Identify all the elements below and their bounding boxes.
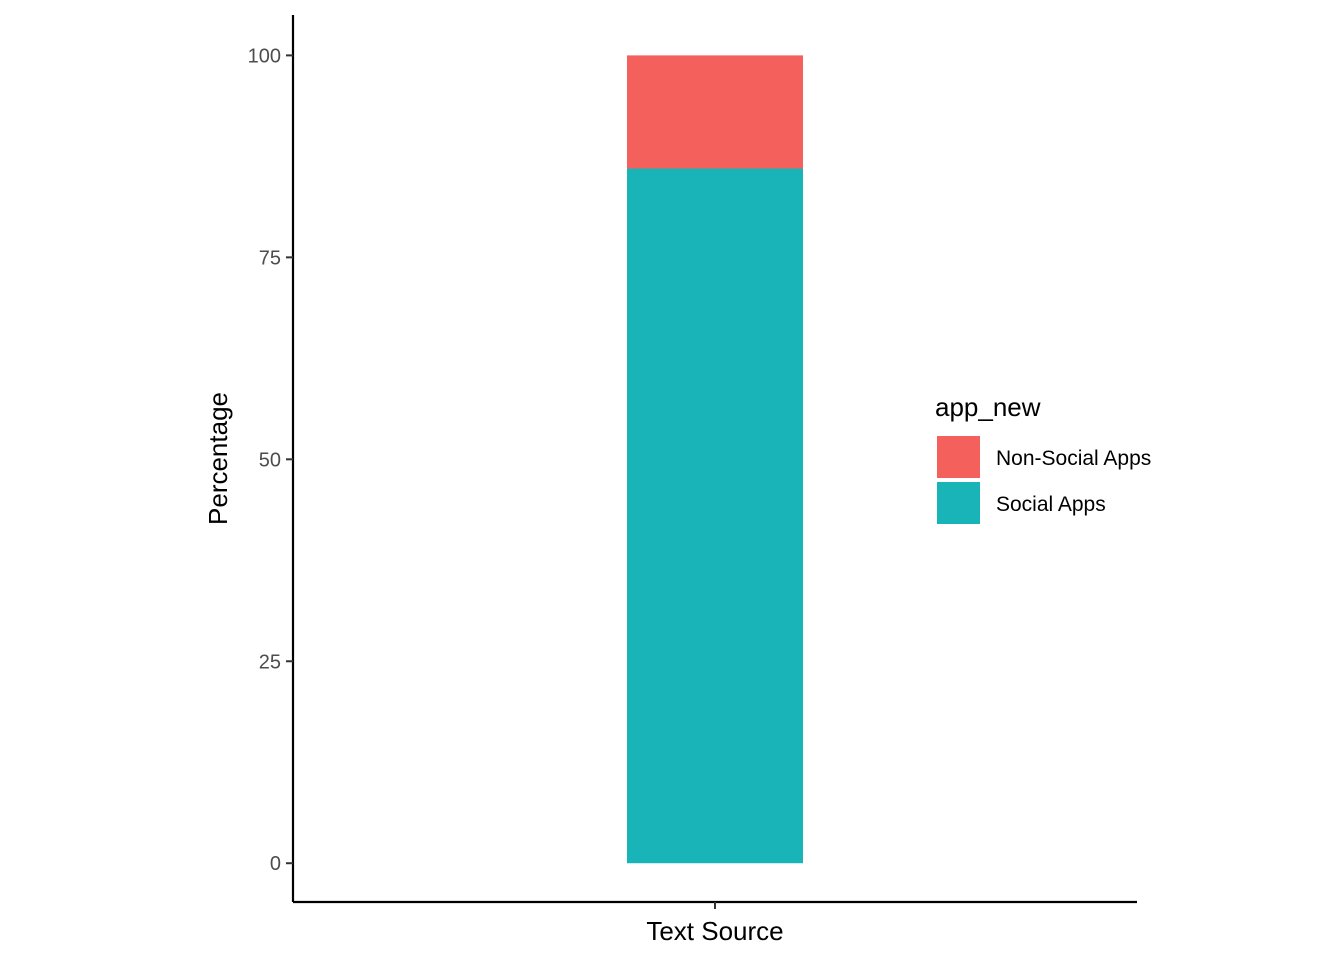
legend-label: Social Apps	[996, 493, 1106, 516]
y-axis-title: Percentage	[203, 392, 233, 525]
y-axis: 0 25 50 75 100	[248, 15, 295, 902]
legend-label: Non-Social Apps	[996, 447, 1151, 470]
legend: app_new Non-Social Apps Social Apps	[935, 392, 1151, 524]
y-tick-label: 25	[259, 651, 281, 673]
legend-swatch	[937, 436, 980, 478]
y-tick-label: 75	[259, 247, 281, 269]
bar-non-social-apps	[627, 55, 803, 169]
x-axis	[293, 900, 1137, 909]
bars-group	[627, 55, 803, 864]
legend-swatch	[937, 482, 980, 524]
legend-title: app_new	[935, 392, 1041, 422]
x-axis-title: Text Source	[646, 916, 783, 946]
bar-social-apps	[627, 168, 803, 864]
y-tick-label: 0	[270, 853, 281, 875]
y-tick-label: 100	[248, 45, 281, 67]
y-tick-label: 50	[259, 449, 281, 471]
